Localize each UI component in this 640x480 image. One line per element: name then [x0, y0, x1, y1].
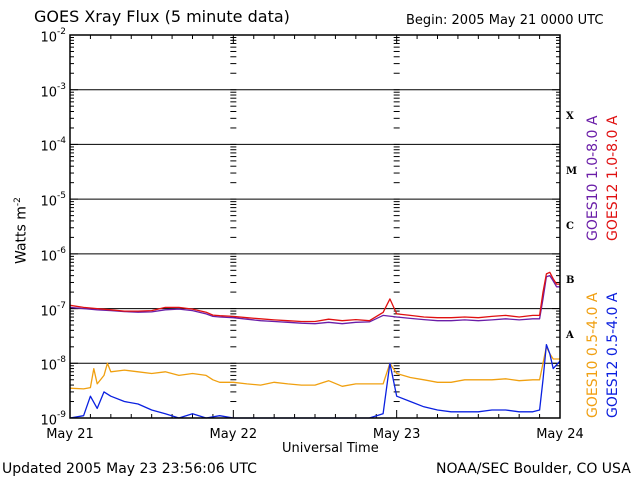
x-tick-label: May 22 [209, 427, 258, 442]
series-line-3 [69, 343, 561, 419]
flare-class-label: M [566, 165, 578, 177]
y-tick-label: 10-6 [40, 245, 66, 265]
x-tick-label: May 21 [46, 427, 94, 442]
flare-class-label: B [566, 275, 575, 287]
credit-text: NOAA/SEC Boulder, CO USA [436, 461, 631, 477]
x-tick-label: May 23 [372, 427, 421, 442]
updated-timestamp: Updated 2005 May 23 23:56:06 UTC [2, 461, 257, 477]
y-tick-label: 10-5 [40, 191, 66, 210]
flare-class-label: C [566, 220, 574, 232]
y-tick-label: 10-7 [40, 300, 66, 319]
x-axis-label: Universal Time [282, 441, 379, 456]
plot-frame [69, 34, 561, 419]
begin-time: Begin: 2005 May 21 0000 UTC [406, 13, 604, 28]
y-tick-label: 10-8 [40, 355, 66, 374]
y-tick-label: 10-4 [40, 136, 66, 155]
flare-class-label: X [566, 111, 574, 123]
x-tick-label: May 24 [536, 427, 584, 442]
y-tick-label: 10-9 [40, 410, 66, 429]
series-line-2 [69, 346, 560, 390]
series-line-1 [69, 271, 560, 323]
y-tick-label: 10-3 [40, 81, 66, 101]
flare-class-label: A [566, 329, 574, 341]
y-tick-label: 10-2 [40, 27, 66, 46]
chart-title: GOES Xray Flux (5 minute data) [34, 7, 290, 26]
series-line-0 [69, 274, 560, 325]
